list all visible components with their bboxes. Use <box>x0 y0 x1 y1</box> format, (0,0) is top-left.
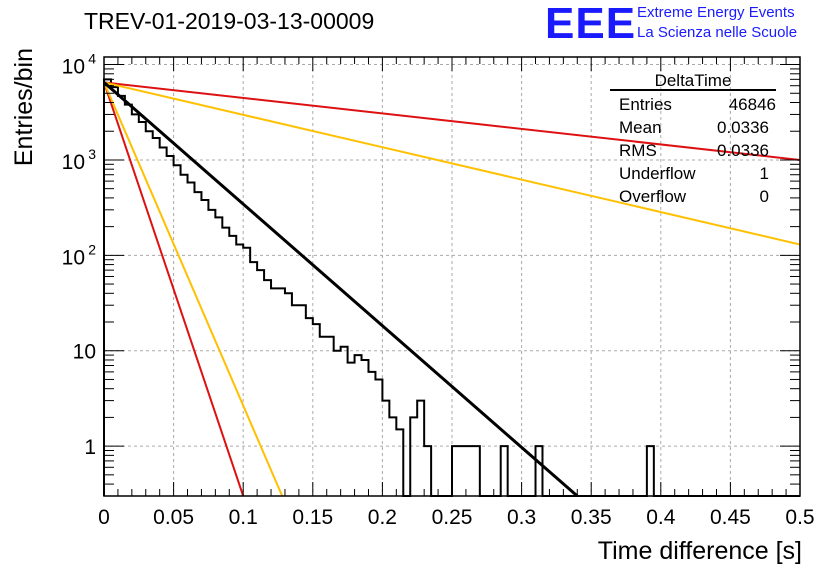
logo-line-1: Extreme Energy Events <box>637 4 795 21</box>
stats-box-title: DeltaTime <box>655 71 732 90</box>
y-tick-exponent: 4 <box>88 51 96 67</box>
x-tick-label: 0.05 <box>153 506 194 529</box>
x-tick-label: 0.1 <box>229 506 258 529</box>
y-tick-label: 10 <box>62 151 85 174</box>
x-tick-label: 0.15 <box>292 506 333 529</box>
red-line <box>104 81 800 161</box>
stats-value-underflow: 1 <box>760 164 769 183</box>
stats-label-entries: Entries <box>619 95 672 114</box>
fit-line <box>104 81 579 496</box>
y-tick-label: 1 <box>84 436 96 459</box>
stats-value-overflow: 0 <box>760 187 769 206</box>
stats-label-mean: Mean <box>619 118 662 137</box>
stats-label-overflow: Overflow <box>619 187 687 206</box>
x-tick-label: 0.25 <box>432 506 473 529</box>
x-tick-label: 0.45 <box>710 506 751 529</box>
red-line <box>104 82 245 496</box>
y-tick-label: 10 <box>62 56 85 79</box>
y-tick-exponent: 3 <box>88 146 96 162</box>
orange-line <box>104 81 800 246</box>
chart-title: TREV-01-2019-03-13-00009 <box>84 8 375 34</box>
x-tick-label: 0.35 <box>571 506 612 529</box>
grid-layer <box>104 57 800 496</box>
y-tick-label: 10 <box>73 341 96 364</box>
logo-line-2: La Scienza nelle Scuole <box>637 24 798 41</box>
x-tick-label: 0.2 <box>368 506 397 529</box>
lines-layer <box>104 81 800 496</box>
y-tick-exponent: 2 <box>88 241 96 257</box>
axis-layer <box>103 56 801 497</box>
x-axis-label: Time difference [s] <box>598 537 802 565</box>
x-tick-label: 0.5 <box>785 506 814 529</box>
stats-value-mean: 0.0336 <box>717 118 769 137</box>
tick-label-layer: 0 0.05 0.1 0.15 0.2 0.25 0.3 0.35 0.4 0.45 0.51101… <box>62 51 815 529</box>
x-tick-label: 0 <box>98 506 110 529</box>
stats-label-underflow: Underflow <box>619 164 696 183</box>
orange-line <box>104 82 284 496</box>
stats-value-rms: 0.0336 <box>717 141 769 160</box>
y-tick-label: 10 <box>62 246 85 269</box>
eee-logo: EEE <box>545 0 637 48</box>
stats-box: DeltaTime Entries 46846 Mean 0.0336 RMS … <box>610 71 776 206</box>
stats-label-rms: RMS <box>619 141 657 160</box>
x-tick-label: 0.3 <box>507 506 536 529</box>
y-axis-label: Entries/bin <box>10 48 38 166</box>
x-tick-label: 0.4 <box>646 506 676 529</box>
stats-value-entries: 46846 <box>729 95 776 114</box>
